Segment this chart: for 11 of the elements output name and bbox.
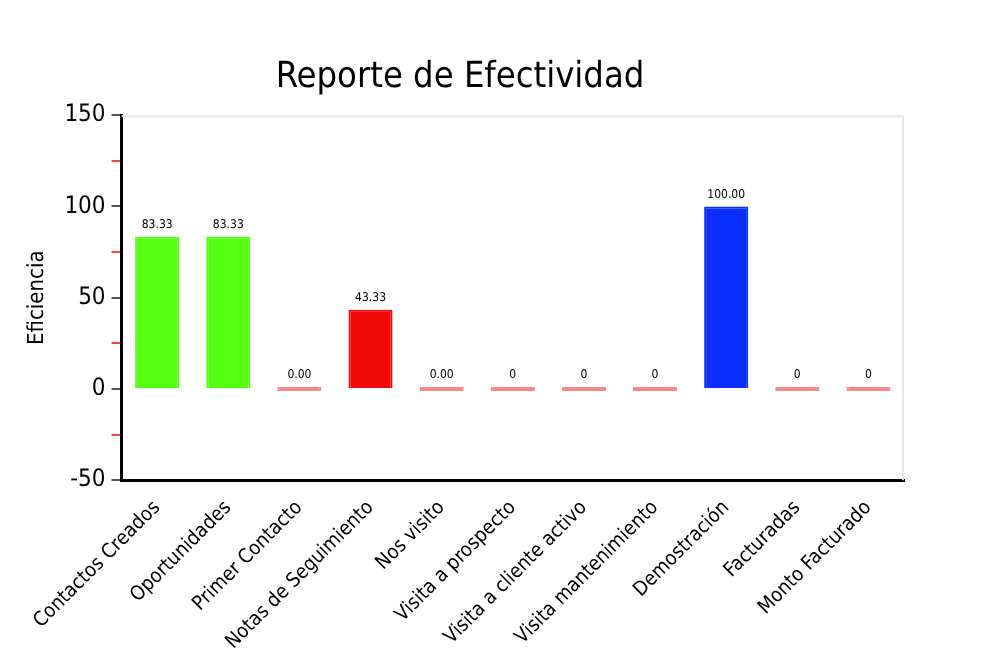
y-tick-label: 0 [91,373,106,402]
bar [704,206,749,388]
bar [206,236,251,388]
chart-title: Reporte de Efectividad [275,54,645,97]
bar [135,236,180,388]
y-tick-label: -50 [70,464,106,493]
y-tick-label: 50 [78,281,106,310]
bar [348,309,393,388]
y-tick-label: 150 [64,99,106,128]
y-tick-label: 100 [64,190,106,219]
y-axis-title: Eficiencia [22,250,49,345]
